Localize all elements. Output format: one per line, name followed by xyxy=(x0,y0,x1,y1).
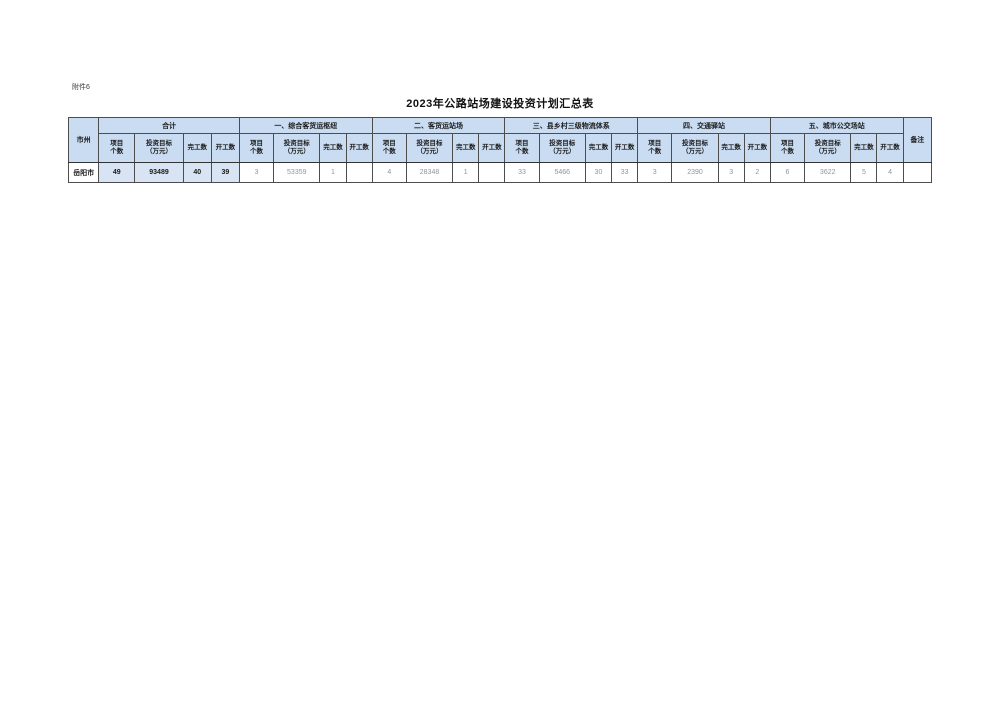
subcol-started-count: 开工数 xyxy=(743,133,771,163)
subcol-started-count: 开工数 xyxy=(210,133,240,163)
subcol-investment-target: 投资目标 （万元） xyxy=(405,133,454,163)
data-cell: 5466 xyxy=(538,162,586,183)
data-cell: 30 xyxy=(584,162,613,183)
data-cell-total-completed: 40 xyxy=(182,162,212,183)
remark-cell xyxy=(902,162,933,183)
data-cell: 3 xyxy=(238,162,275,183)
data-cell: 6 xyxy=(769,162,806,183)
subcol-investment-target: 投资目标 （万元） xyxy=(134,133,184,163)
remark-col-header: 备注 xyxy=(902,117,933,163)
data-cell: 1 xyxy=(319,162,347,183)
subcol-started-count: 开工数 xyxy=(478,133,506,163)
data-cell: 53359 xyxy=(273,162,321,183)
group-header-4: 四、交通驿站 xyxy=(637,117,771,134)
subcol-project-count: 项目 个数 xyxy=(769,133,806,163)
data-cell xyxy=(345,162,373,183)
data-cell: 3622 xyxy=(804,162,852,183)
subcol-investment-target: 投资目标 （万元） xyxy=(538,133,586,163)
data-cell: 3 xyxy=(717,162,745,183)
subcol-started-count: 开工数 xyxy=(611,133,639,163)
data-cell-total-started: 39 xyxy=(210,162,240,183)
data-cell: 33 xyxy=(504,162,540,183)
subcol-project-count: 项目 个数 xyxy=(504,133,540,163)
subcol-investment-target: 投资目标 （万元） xyxy=(804,133,852,163)
data-cell: 4 xyxy=(876,162,904,183)
subcol-started-count: 开工数 xyxy=(876,133,904,163)
subcol-project-count: 项目 个数 xyxy=(98,133,136,163)
subcol-completed-count: 完工数 xyxy=(717,133,745,163)
region-cell: 岳阳市 xyxy=(67,162,100,183)
group-header-3: 三、县乡村三级物流体系 xyxy=(504,117,639,134)
group-header-5: 五、城市公交场站 xyxy=(769,117,904,134)
subcol-investment-target: 投资目标 （万元） xyxy=(671,133,719,163)
group-header-2: 二、客货运站场 xyxy=(371,117,506,134)
data-cell: 4 xyxy=(371,162,407,183)
data-cell: 5 xyxy=(850,162,878,183)
data-cell-total-investment: 93489 xyxy=(134,162,184,183)
subcol-project-count: 项目 个数 xyxy=(238,133,275,163)
region-col-header: 市州 xyxy=(67,117,100,163)
attachment-note: 附件6 xyxy=(72,84,90,91)
group-header-total: 合计 xyxy=(98,117,240,134)
group-header-1: 一、综合客货运枢纽 xyxy=(238,117,373,134)
data-cell: 2390 xyxy=(671,162,719,183)
subcol-completed-count: 完工数 xyxy=(319,133,347,163)
data-cell-total-projects: 49 xyxy=(98,162,136,183)
subcol-project-count: 项目 个数 xyxy=(637,133,673,163)
data-cell xyxy=(478,162,506,183)
table-row: 岳阳市 49 93489 40 39 3 53359 1 4 28348 1 3… xyxy=(67,162,933,183)
data-cell: 33 xyxy=(611,162,639,183)
data-cell: 1 xyxy=(452,162,480,183)
subcol-completed-count: 完工数 xyxy=(584,133,613,163)
subcol-completed-count: 完工数 xyxy=(182,133,212,163)
subcol-completed-count: 完工数 xyxy=(850,133,878,163)
data-cell: 3 xyxy=(637,162,673,183)
subcol-completed-count: 完工数 xyxy=(452,133,480,163)
summary-table: 市州 合计 一、综合客货运枢纽 二、客货运站场 三、县乡村三级物流体系 四、交通… xyxy=(67,117,933,183)
subcol-project-count: 项目 个数 xyxy=(371,133,407,163)
subcol-started-count: 开工数 xyxy=(345,133,373,163)
data-cell: 28348 xyxy=(405,162,454,183)
subcol-investment-target: 投资目标 （万元） xyxy=(273,133,321,163)
page-title: 2023年公路站场建设投资计划汇总表 xyxy=(406,98,594,110)
data-cell: 2 xyxy=(743,162,771,183)
